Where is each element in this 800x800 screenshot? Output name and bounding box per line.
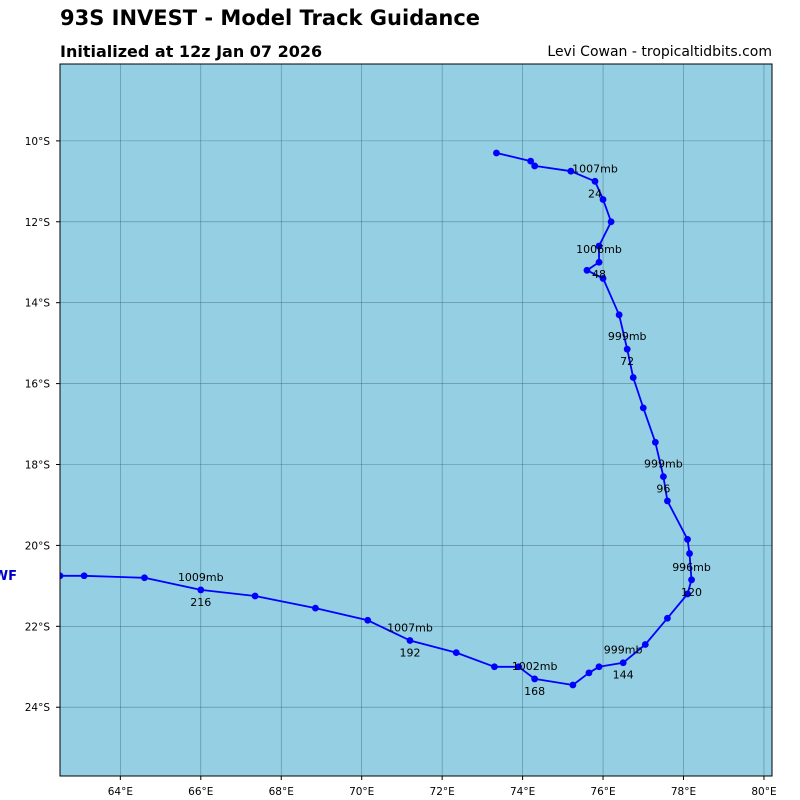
pressure-label: 999mb [608, 330, 647, 343]
track-point [659, 473, 667, 481]
x-tick-label: 80°E [751, 786, 776, 798]
track-annotations: 1007mb 24 1006mb 48 999mb 72 999mb 96 996mb 120 99… [178, 162, 711, 698]
ocean-background [60, 64, 772, 776]
track-point [595, 663, 603, 671]
credit-text: Levi Cowan - tropicaltidbits.com [547, 44, 772, 60]
plot-frame [59, 63, 773, 777]
track-point [567, 167, 575, 175]
track-point [527, 157, 535, 165]
x-tick-label: 64°E [108, 786, 133, 798]
pressure-label: 1007mb [387, 621, 433, 634]
x-tick-label: 76°E [590, 786, 615, 798]
track-point [406, 637, 414, 644]
track-point [531, 675, 539, 683]
pressure-label: 1009mb [178, 571, 224, 584]
track-point [615, 311, 623, 319]
track-point [599, 196, 607, 203]
track-point [595, 242, 603, 250]
y-tick-label: 12°S [25, 217, 51, 229]
track-point [664, 614, 671, 622]
track-point [599, 275, 607, 282]
y-tick-label: 22°S [25, 621, 51, 633]
y-tick-label: 24°S [25, 702, 51, 714]
track-point [312, 604, 319, 612]
forecast-hour-label: 144 [613, 669, 634, 682]
track-point [60, 572, 64, 580]
track-point [595, 258, 603, 266]
model-track [60, 149, 695, 689]
track-point [639, 404, 647, 412]
track-point [364, 616, 372, 624]
track-point [531, 162, 539, 170]
track-line [60, 152, 693, 686]
track-point [607, 218, 615, 226]
forecast-hour-label: 48 [592, 268, 606, 281]
forecast-hour-label: 216 [190, 596, 211, 609]
x-tick-label: 66°E [188, 786, 213, 798]
x-tick-label: 70°E [349, 786, 374, 798]
y-tick-label: 16°S [25, 379, 51, 391]
track-point [591, 177, 599, 185]
pressure-label: 996mb [672, 561, 711, 574]
track-point [684, 535, 691, 543]
track-point [251, 592, 259, 600]
pressure-label: 999mb [644, 458, 683, 471]
forecast-hour-label: 24 [588, 187, 602, 200]
track-point [641, 641, 649, 648]
track-point [619, 659, 627, 667]
track-point [493, 149, 500, 157]
pressure-label: 1007mb [572, 162, 618, 175]
y-tick-label: 18°S [25, 460, 51, 472]
x-tick-label: 78°E [671, 786, 696, 798]
track-point [684, 590, 691, 598]
track-point [452, 649, 460, 657]
track-point [688, 576, 695, 584]
forecast-hour-label: 168 [524, 685, 545, 698]
track-point [141, 574, 148, 582]
chart-title: 93S INVEST - Model Track Guidance [60, 6, 481, 30]
track-point [583, 266, 591, 274]
track-point [585, 669, 593, 677]
forecast-hour-label: 120 [681, 586, 702, 599]
track-point [491, 663, 498, 671]
lat-lon-grid [60, 64, 772, 776]
track-point [515, 663, 522, 671]
track-point [651, 438, 659, 446]
pressure-label: 1002mb [512, 660, 558, 673]
pressure-label: 1006mb [576, 243, 622, 256]
axis-ticks: 64°E 66°E 68°E 70°E 72°E 74°E 76°E 78°E 80°E 10°S… [25, 136, 777, 798]
track-point [569, 681, 577, 689]
forecast-hour-label: 72 [620, 355, 634, 368]
y-tick-label: 10°S [25, 136, 51, 148]
init-time-subtitle: Initialized at 12z Jan 07 2026 [60, 42, 323, 61]
forecast-hour-label: 192 [399, 646, 420, 659]
model-label: WF [0, 569, 17, 584]
track-point [80, 572, 88, 580]
track-point [629, 374, 637, 381]
track-point [686, 550, 693, 557]
track-point [623, 345, 631, 353]
x-tick-label: 72°E [430, 786, 455, 798]
track-point [664, 497, 671, 505]
x-tick-label: 74°E [510, 786, 535, 798]
pressure-label: 999mb [604, 644, 643, 657]
y-tick-label: 14°S [25, 298, 51, 310]
y-tick-label: 20°S [25, 540, 51, 552]
x-tick-label: 68°E [269, 786, 294, 798]
track-point [197, 586, 205, 594]
forecast-hour-label: 96 [656, 483, 670, 496]
